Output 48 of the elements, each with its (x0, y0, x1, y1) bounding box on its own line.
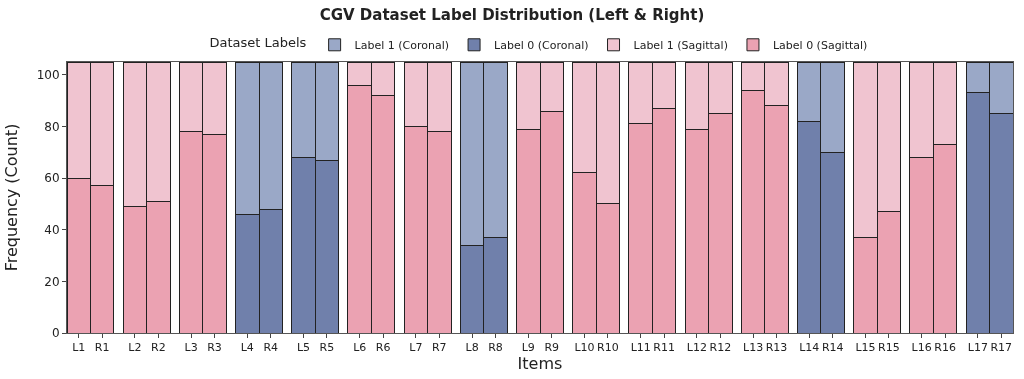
x-tick-label: L16 (911, 341, 932, 355)
x-tick-label: L4 (240, 341, 254, 355)
x-tick-label: L15 (855, 341, 876, 355)
x-tick-label: L11 (630, 341, 651, 355)
legend-label: Label 1 (Coronal) (354, 39, 450, 53)
x-tick-label: L13 (743, 341, 764, 355)
x-tick-label: L12 (686, 341, 707, 355)
x-tick-label: R16 (934, 341, 956, 355)
x-tick-label: L8 (465, 341, 479, 355)
x-tick-label: R6 (375, 341, 391, 355)
y-tick-label: 80 (44, 119, 60, 134)
x-tick-label: L6 (353, 341, 367, 355)
x-tick-label: R13 (765, 341, 788, 355)
x-tick-label: R2 (150, 341, 166, 355)
x-axis-title: Items (517, 354, 563, 374)
x-tick-label: L10 (574, 341, 595, 355)
x-tick-label: L2 (128, 341, 142, 355)
legend-label: Label 0 (Coronal) (494, 39, 589, 53)
x-tick-label: L7 (409, 341, 423, 355)
x-tick-label: R12 (709, 341, 732, 355)
x-tick-label: L5 (296, 341, 311, 355)
x-tick-label: R14 (821, 341, 844, 355)
legend-label: Label 0 (Sagittal) (772, 39, 868, 53)
x-tick-label: R1 (94, 341, 110, 355)
x-tick-label: R10 (597, 341, 619, 355)
legend-title: Dataset Labels (209, 35, 307, 51)
y-tick-label: 60 (44, 171, 60, 186)
x-tick-label: R4 (263, 341, 279, 355)
legend-label: Label 1 (Sagittal) (633, 39, 728, 53)
y-tick-label: 40 (44, 222, 60, 237)
y-tick-label: 100 (36, 68, 60, 83)
y-tick-label: 0 (51, 326, 60, 341)
y-tick-label: 20 (44, 274, 60, 289)
x-tick-label: L14 (799, 341, 820, 355)
x-tick-label: R5 (319, 341, 335, 355)
chart-title: CGV Dataset Label Distribution (Left & Right) (319, 5, 705, 24)
x-tick-label: R9 (544, 341, 560, 355)
x-tick-label: R7 (431, 341, 447, 355)
x-tick-label: L9 (521, 341, 535, 355)
y-axis-title: Frequency (Count) (1, 123, 21, 272)
x-tick-label: R8 (488, 341, 503, 355)
x-tick-label: R11 (653, 341, 675, 355)
x-tick-label: L3 (184, 341, 198, 355)
x-tick-label: R15 (878, 341, 900, 355)
x-tick-label: L1 (72, 341, 86, 355)
x-tick-label: R17 (990, 341, 1013, 355)
x-tick-label: R3 (207, 341, 222, 355)
x-tick-label: L17 (967, 341, 988, 355)
